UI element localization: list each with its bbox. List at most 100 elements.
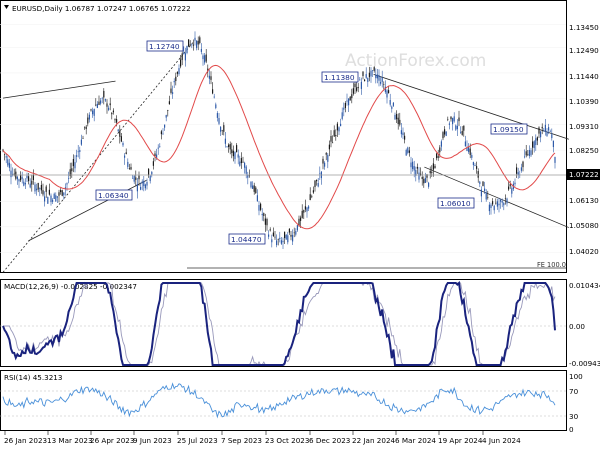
- y-tick-label: 1.05080: [569, 221, 599, 230]
- y-tick-label: 1.04020: [569, 247, 599, 256]
- candle: [136, 177, 138, 199]
- candle: [76, 149, 78, 163]
- x-tick-label: 7 Sep 2023: [221, 436, 262, 445]
- candle: [68, 171, 70, 184]
- candle: [452, 117, 454, 131]
- candle: [37, 182, 39, 193]
- candle: [362, 71, 364, 80]
- candle: [124, 153, 126, 165]
- candle: [5, 154, 7, 164]
- candle: [516, 163, 518, 178]
- candle: [301, 204, 303, 219]
- candle: [341, 107, 343, 121]
- candle: [410, 156, 412, 174]
- candle: [228, 143, 230, 153]
- candle: [360, 77, 362, 95]
- candle: [311, 194, 313, 199]
- candle: [271, 234, 273, 248]
- candle: [125, 148, 127, 155]
- candle: [173, 78, 175, 88]
- candle: [240, 152, 242, 169]
- candle: [428, 181, 430, 189]
- x-tick-label: 26 Jan 2023: [4, 436, 47, 445]
- candle: [548, 123, 550, 135]
- candle: [308, 204, 310, 211]
- y-tick-label: 1.11440: [569, 72, 599, 81]
- candle: [330, 130, 332, 148]
- candle: [160, 129, 162, 140]
- candle: [440, 139, 442, 151]
- candle: [216, 111, 218, 122]
- candle: [333, 125, 335, 137]
- label-1-09150: 1.09150: [490, 123, 528, 135]
- candle: [535, 134, 537, 151]
- candle: [434, 163, 436, 169]
- candle: [215, 102, 217, 110]
- candle: [45, 184, 47, 198]
- candle: [39, 187, 41, 197]
- candle: [485, 189, 487, 202]
- candle: [42, 183, 44, 197]
- candle: [167, 109, 169, 117]
- candle: [348, 98, 350, 113]
- candle: [314, 179, 316, 192]
- x-tick-label: 22 Jan 2024: [352, 436, 396, 445]
- candle: [327, 152, 329, 169]
- rsi-tick-label: 0: [569, 425, 574, 434]
- candle: [242, 156, 244, 163]
- candle: [376, 68, 378, 84]
- candle: [372, 70, 374, 77]
- candle: [264, 213, 266, 232]
- label-1-11380: 1.11380: [321, 71, 359, 83]
- current-price-label: 1.07222: [569, 170, 599, 179]
- label-1-04470: 1.04470: [228, 233, 266, 245]
- candle: [276, 234, 278, 248]
- candle: [77, 144, 79, 158]
- candle: [501, 198, 503, 208]
- candle: [402, 127, 404, 140]
- candle: [480, 186, 482, 203]
- candle: [109, 97, 111, 111]
- candle: [487, 190, 489, 200]
- channel-upper-line: [373, 73, 569, 140]
- candle: [461, 126, 463, 136]
- candle: [165, 114, 167, 122]
- candle: [194, 31, 196, 46]
- candle: [412, 158, 414, 172]
- candle: [484, 181, 486, 194]
- candle: [498, 197, 500, 213]
- candle: [149, 174, 151, 184]
- price-gridlines: [0, 23, 566, 253]
- candle: [170, 81, 172, 95]
- candle: [285, 234, 287, 240]
- candle: [208, 69, 210, 85]
- rsi-tick-label: 100: [569, 372, 583, 381]
- candle: [159, 143, 161, 148]
- candle: [128, 163, 130, 170]
- candle: [319, 166, 321, 180]
- fe-label: FE 100.0: [537, 261, 566, 269]
- candle: [357, 83, 359, 93]
- candle: [53, 192, 55, 199]
- candle: [184, 47, 186, 67]
- candle: [7, 155, 9, 168]
- candle: [288, 228, 290, 235]
- candle: [472, 161, 474, 170]
- candle: [23, 178, 25, 187]
- candle: [58, 189, 60, 203]
- candle: [183, 46, 185, 55]
- candle: [338, 126, 340, 136]
- candle: [52, 198, 54, 205]
- candle: [18, 178, 20, 189]
- x-tick-label: 23 Oct 2023: [265, 436, 309, 445]
- candle: [287, 231, 289, 245]
- candle: [458, 110, 460, 127]
- candle: [517, 167, 519, 179]
- candle: [202, 53, 204, 66]
- candle: [50, 193, 52, 206]
- candle: [31, 174, 33, 192]
- candle: [196, 39, 198, 51]
- x-tick-label: 25 Jul 2023: [177, 436, 218, 445]
- candle: [496, 198, 498, 210]
